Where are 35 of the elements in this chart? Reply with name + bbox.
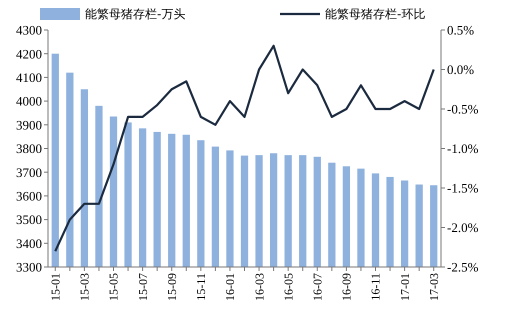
y-tick-label: 3700: [16, 164, 42, 180]
x-tick-label: 15-05: [106, 273, 121, 301]
x-tick-label: 15-01: [48, 273, 62, 301]
x-tick-label: 16-03: [252, 273, 266, 301]
x-tick-label: 16-11: [368, 273, 383, 301]
x-tick-label: 15-11: [194, 273, 208, 301]
y2-tick-label: -1.5%: [447, 180, 479, 196]
y2-tick-label: 0.5%: [447, 22, 474, 38]
y-tick-label: 3300: [16, 260, 42, 275]
y-tick-label: 3600: [16, 188, 42, 204]
y-tick-label: 4300: [16, 22, 42, 38]
x-tick-label: 16-09: [340, 273, 354, 301]
y2-tick-label: -1.0%: [447, 141, 479, 156]
x-tick-label: 16-05: [281, 273, 296, 301]
x-tick-label: 16-01: [223, 273, 238, 301]
x-tick-label: 15-09: [164, 273, 179, 301]
y-tick-label: 3900: [16, 117, 42, 132]
y-tick-label: 3500: [16, 212, 42, 228]
y-tick-label: 4200: [16, 46, 42, 62]
y2-tick-label: -2.5%: [447, 260, 479, 275]
line-series: [54, 44, 435, 252]
y2-tick-label: -2.0%: [447, 220, 479, 236]
y-tick-label: 4100: [16, 70, 42, 85]
x-tick-label: 15-07: [136, 273, 150, 301]
y-tick-label: 4000: [16, 94, 42, 109]
legend-label: 能繁母猪存栏-环比: [325, 7, 426, 22]
y-tick-label: 3400: [16, 236, 42, 251]
y2-tick-label: -0.5%: [447, 102, 479, 117]
legend-label: 能繁母猪存栏-万头: [85, 7, 186, 22]
y2-tick-label: 0.0%: [447, 62, 474, 78]
x-tick-label: 17-01: [398, 273, 412, 301]
y-tick-label: 3800: [16, 141, 42, 156]
x-tick-label: 17-03: [426, 273, 441, 301]
x-tick-label: 15-03: [78, 273, 92, 301]
x-tick-label: 16-07: [310, 273, 324, 301]
